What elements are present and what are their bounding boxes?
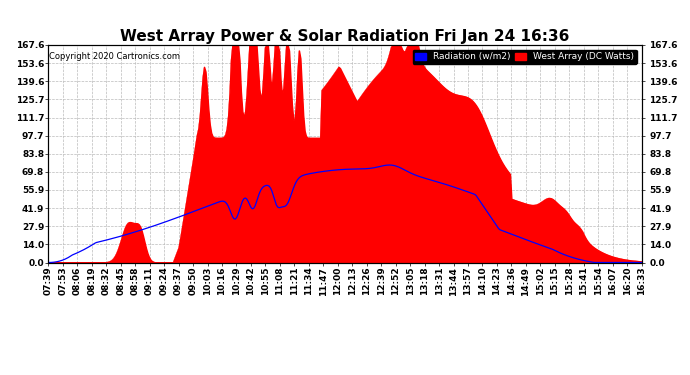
Title: West Array Power & Solar Radiation Fri Jan 24 16:36: West Array Power & Solar Radiation Fri J…: [120, 29, 570, 44]
Text: Copyright 2020 Cartronics.com: Copyright 2020 Cartronics.com: [49, 51, 180, 60]
Legend: Radiation (w/m2), West Array (DC Watts): Radiation (w/m2), West Array (DC Watts): [413, 50, 637, 64]
